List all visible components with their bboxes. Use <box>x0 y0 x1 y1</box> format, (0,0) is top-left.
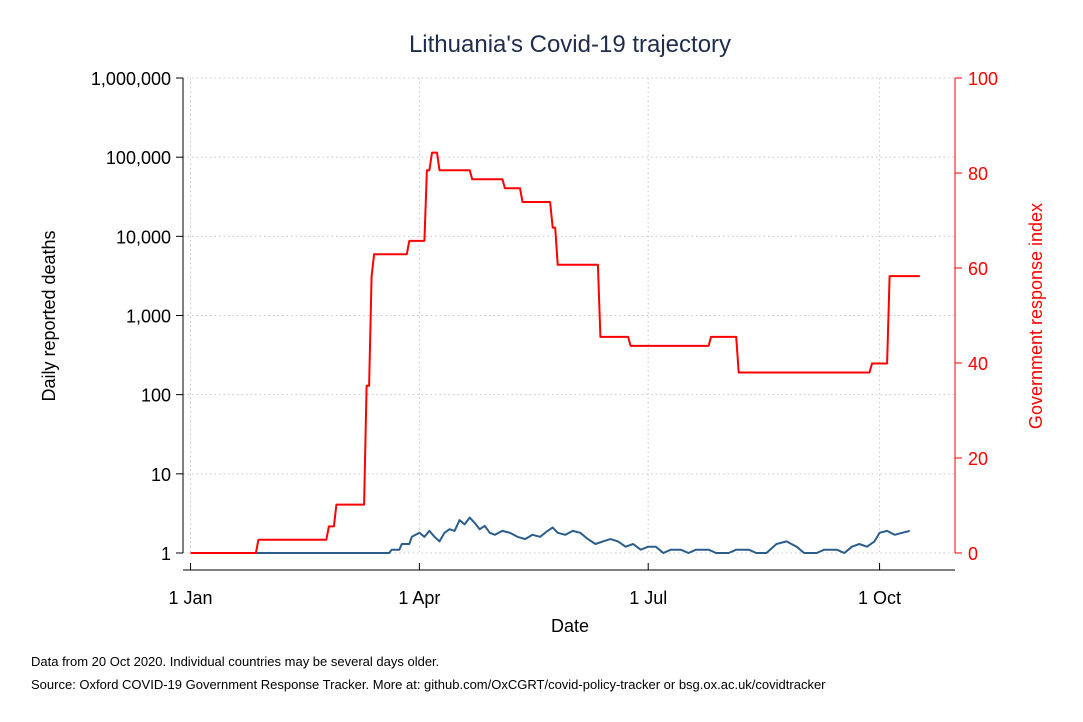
x-tick-label: 1 Apr <box>398 588 440 608</box>
axes <box>176 77 962 571</box>
y-right-tick-label: 40 <box>968 354 988 374</box>
tick-labels: 1 10 100 1,000 10,000 100,000 1,000,000 0 20 40 60… <box>91 69 998 608</box>
y-right-tick-label: 0 <box>968 544 978 564</box>
source-note: Source: Oxford COVID-19 Government Respo… <box>31 677 826 692</box>
x-axis-label: Date <box>551 616 589 636</box>
y-right-tick-label: 60 <box>968 259 988 279</box>
covid-trajectory-chart: 1 10 100 1,000 10,000 100,000 1,000,000 0 20 40 60… <box>39 31 1046 636</box>
gridlines <box>183 77 955 554</box>
y-left-tick-label: 1,000,000 <box>91 69 171 89</box>
x-tick-label: 1 Oct <box>858 588 901 608</box>
x-tick-label: 1 Jul <box>629 588 667 608</box>
y-right-tick-label: 100 <box>968 69 998 89</box>
y-left-tick-label: 100,000 <box>106 148 171 168</box>
response-index-series-line <box>190 151 920 554</box>
y-axis-right-label: Government response index <box>1026 203 1046 429</box>
chart-title: Lithuania's Covid-19 trajectory <box>409 31 731 58</box>
y-axis-left-label: Daily reported deaths <box>39 230 59 401</box>
y-right-tick-label: 80 <box>968 164 988 184</box>
y-left-tick-label: 100 <box>141 386 171 406</box>
y-left-tick-label: 10 <box>151 465 171 485</box>
y-left-tick-label: 1 <box>161 544 171 564</box>
deaths-series-line <box>190 516 910 554</box>
x-tick-label: 1 Jan <box>169 588 213 608</box>
y-right-tick-label: 20 <box>968 449 988 469</box>
data-date-note: Data from 20 Oct 2020. Individual countr… <box>31 654 440 669</box>
series-lines <box>190 151 920 554</box>
y-left-tick-label: 1,000 <box>126 307 171 327</box>
y-left-tick-label: 10,000 <box>116 227 171 247</box>
